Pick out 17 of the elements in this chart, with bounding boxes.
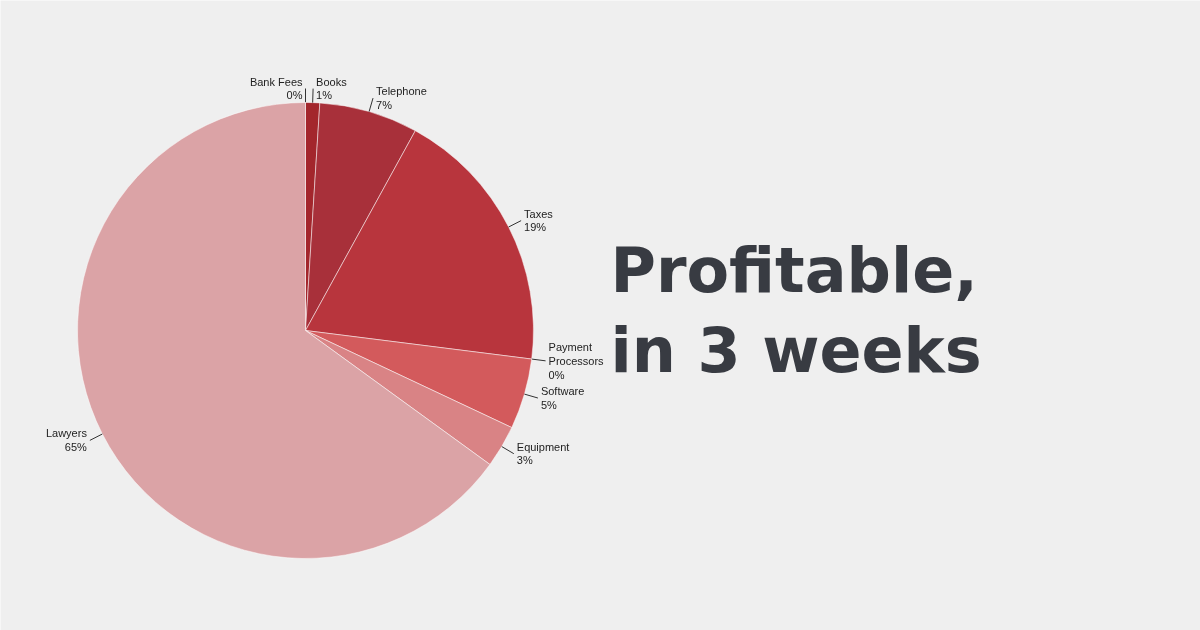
category-label: Bank Fees — [249, 75, 303, 88]
data-label: 19% — [524, 221, 547, 234]
slice-label: Software — [540, 385, 585, 398]
text: Profitable, in 3 weeks — [610, 234, 982, 387]
data-label: 65% — [64, 441, 88, 454]
text: 0% — [548, 368, 565, 381]
data-label: 3% — [516, 454, 533, 467]
slice-label: Telephone — [376, 85, 427, 98]
slice-label: Books — [316, 75, 348, 88]
slice-label: Taxes — [524, 207, 554, 220]
slice-label: Equipment — [516, 440, 570, 453]
data-label: 1% — [316, 89, 333, 102]
slice-label: Lawyers — [45, 427, 88, 440]
legend-label: Payment Processors — [548, 341, 605, 368]
data-label: 7% — [376, 98, 393, 111]
data-label: 5% — [540, 398, 558, 411]
text: 0% — [286, 89, 303, 102]
